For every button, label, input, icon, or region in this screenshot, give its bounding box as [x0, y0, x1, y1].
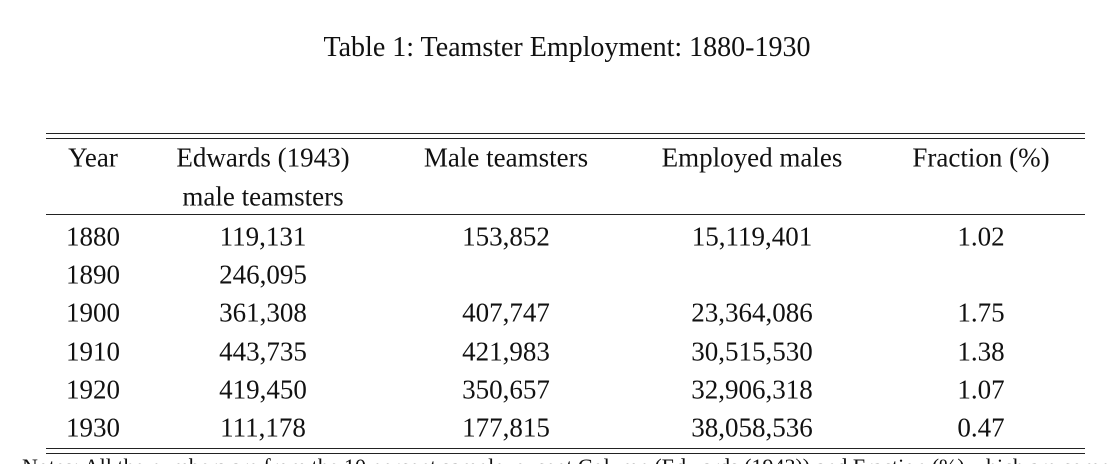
bottom-rule — [46, 453, 1085, 454]
table-cell: 1.02 — [957, 221, 1005, 252]
column-header: Edwards (1943) — [176, 142, 350, 173]
column-header: Year — [68, 142, 118, 173]
table-cell: 177,815 — [462, 412, 550, 443]
table-cell: 153,852 — [462, 221, 550, 252]
table-cell: 30,515,530 — [691, 336, 813, 367]
table-cell: 38,058,536 — [691, 412, 813, 443]
table-cell: 419,450 — [219, 374, 307, 405]
header-rule — [46, 214, 1085, 215]
top-rule — [46, 138, 1085, 139]
row-label: 1910 — [66, 336, 120, 367]
table-cell: 443,735 — [219, 336, 307, 367]
table-cell: 119,131 — [219, 221, 307, 252]
table-cell: 421,983 — [462, 336, 550, 367]
bottom-rule — [46, 448, 1085, 449]
table-cell: 15,119,401 — [691, 221, 813, 252]
row-label: 1890 — [66, 259, 120, 290]
row-label: 1920 — [66, 374, 120, 405]
row-label: 1930 — [66, 412, 120, 443]
column-header: Fraction (%) — [912, 142, 1050, 173]
table-cell: 1.38 — [957, 336, 1005, 367]
row-label: 1900 — [66, 297, 120, 328]
table-cell: 0.47 — [957, 412, 1005, 443]
column-header: Male teamsters — [423, 142, 589, 173]
table-cell: 32,906,318 — [691, 374, 813, 405]
top-rule — [46, 133, 1085, 134]
table-cell: 1.07 — [957, 374, 1005, 405]
table-cell: 350,657 — [462, 374, 550, 405]
table-cell: 407,747 — [462, 297, 550, 328]
table-cell: 361,308 — [219, 297, 307, 328]
table-note: Notes: All the numbers are from the 10 p… — [22, 456, 1108, 464]
row-label: 1880 — [66, 221, 120, 252]
table-cell: 23,364,086 — [691, 297, 813, 328]
table-title: Table 1: Teamster Employment: 1880-1930 — [323, 32, 811, 63]
table-cell: 246,095 — [219, 259, 307, 290]
column-header: Employed males — [661, 142, 843, 173]
table-cell: 1.75 — [957, 297, 1005, 328]
table-cell: 111,178 — [220, 412, 306, 443]
column-subheader: male teamsters — [182, 181, 344, 212]
